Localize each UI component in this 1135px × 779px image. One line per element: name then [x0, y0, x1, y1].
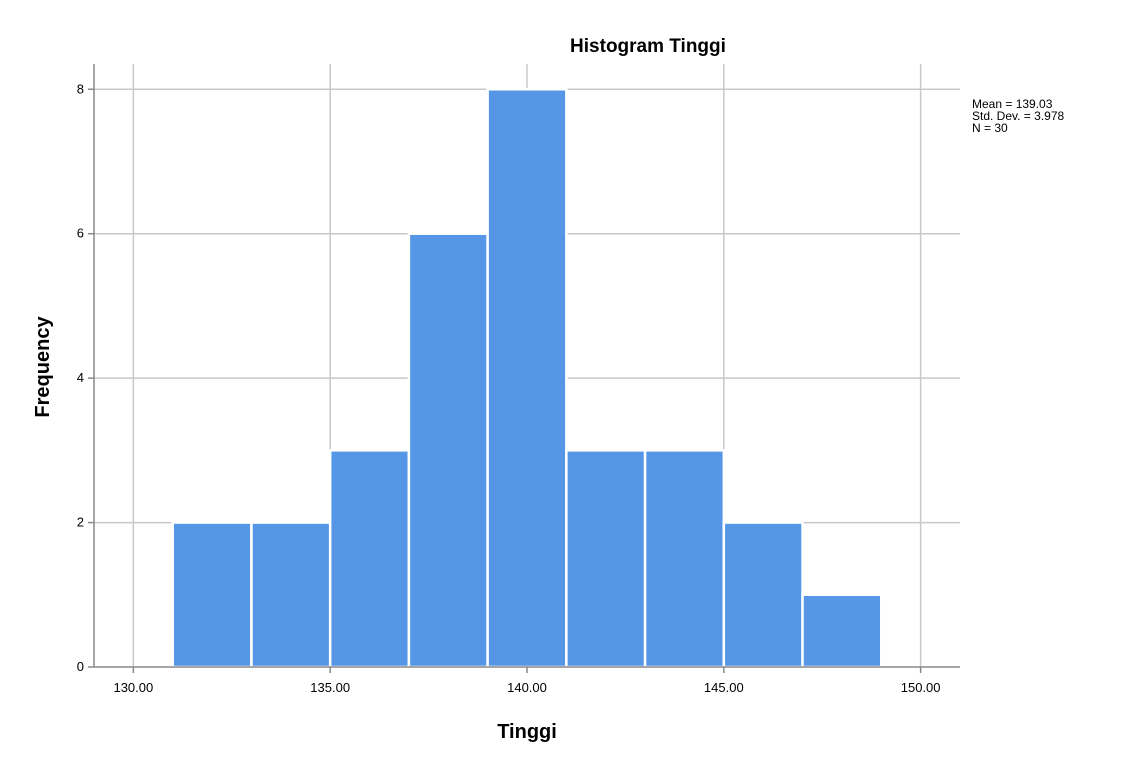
stats-box: Mean = 139.03 Std. Dev. = 3.978 N = 30 — [972, 97, 1064, 135]
y-tick-label: 8 — [77, 81, 84, 96]
x-tick-label: 150.00 — [901, 680, 941, 695]
chart-title: Histogram Tinggi — [570, 36, 726, 57]
stats-n: N = 30 — [972, 121, 1008, 135]
y-tick-label: 2 — [77, 515, 84, 530]
x-tick-label: 145.00 — [704, 680, 744, 695]
stats-mean: Mean = 139.03 — [972, 97, 1053, 111]
x-tick-labels: 130.00 135.00 140.00 145.00 150.00 — [113, 680, 940, 695]
histogram-bar — [565, 449, 647, 669]
histogram-bar — [407, 232, 489, 669]
stats-std-dev: Std. Dev. = 3.978 — [972, 109, 1064, 123]
x-axis-label: Tinggi — [497, 721, 557, 743]
histogram-bar — [328, 449, 411, 669]
y-tick-labels: 0 2 4 6 8 — [77, 81, 84, 674]
histogram-bar — [171, 521, 253, 669]
histogram-bar — [643, 449, 726, 669]
x-tick-label: 130.00 — [113, 680, 153, 695]
bars — [171, 88, 883, 669]
x-tick-label: 140.00 — [507, 680, 547, 695]
y-tick-label: 4 — [77, 370, 84, 385]
histogram-bar — [801, 593, 883, 669]
y-axis-label: Frequency — [32, 316, 54, 418]
y-tick-label: 0 — [77, 659, 84, 674]
axes — [88, 64, 960, 673]
histogram-bar — [486, 88, 568, 669]
x-tick-label: 135.00 — [310, 680, 350, 695]
histogram-bar — [722, 521, 804, 669]
y-tick-label: 6 — [77, 226, 84, 241]
histogram-bar — [250, 521, 332, 669]
